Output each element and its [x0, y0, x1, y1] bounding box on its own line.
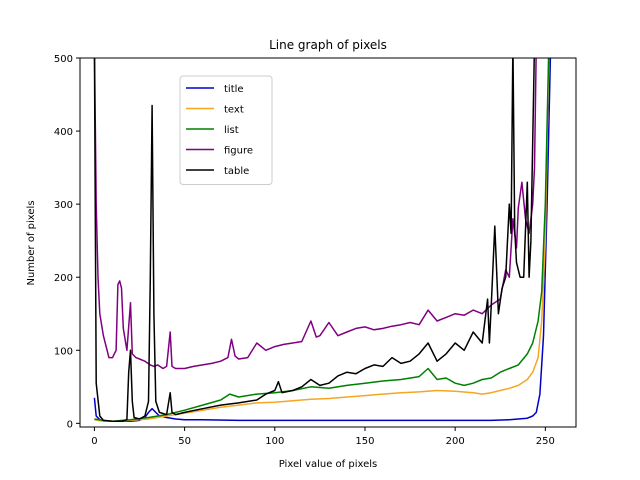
- x-tick-label: 100: [265, 436, 284, 447]
- x-tick-label: 0: [91, 436, 97, 447]
- legend-entry-table: table: [224, 166, 249, 177]
- x-tick-label: 250: [536, 436, 555, 447]
- y-tick-label: 500: [54, 54, 73, 65]
- legend-entry-list: list: [224, 125, 239, 136]
- legend-entry-text: text: [224, 105, 244, 116]
- series-line-figure: [93, 58, 537, 370]
- legend-entry-title: title: [224, 84, 244, 95]
- series-line-table: [93, 58, 535, 422]
- y-tick-label: 300: [54, 200, 73, 211]
- legend-box: [179, 75, 273, 185]
- chart-title: Line graph of pixels: [269, 38, 387, 52]
- y-axis-label: Number of pixels: [26, 200, 37, 285]
- y-tick-label: 200: [54, 273, 73, 284]
- x-tick-label: 200: [446, 436, 465, 447]
- x-tick-label: 50: [178, 436, 191, 447]
- y-tick-label: 100: [54, 346, 73, 357]
- series-line-title: [93, 58, 552, 422]
- legend: title text list figure table: [179, 75, 273, 185]
- series-line-list: [94, 58, 550, 422]
- plot-frame: [79, 57, 577, 428]
- plot-area: [93, 58, 552, 422]
- y-tick-label: 400: [54, 127, 73, 138]
- series-line-text: [94, 58, 550, 422]
- x-axis-label: Pixel value of pixels: [279, 459, 378, 470]
- y-tick-label: 0: [67, 419, 73, 430]
- legend-entry-figure: figure: [224, 146, 253, 157]
- axes: 0 50 100 150 200 250 0 100 200 300 400 500: [54, 54, 577, 447]
- x-tick-label: 150: [355, 436, 374, 447]
